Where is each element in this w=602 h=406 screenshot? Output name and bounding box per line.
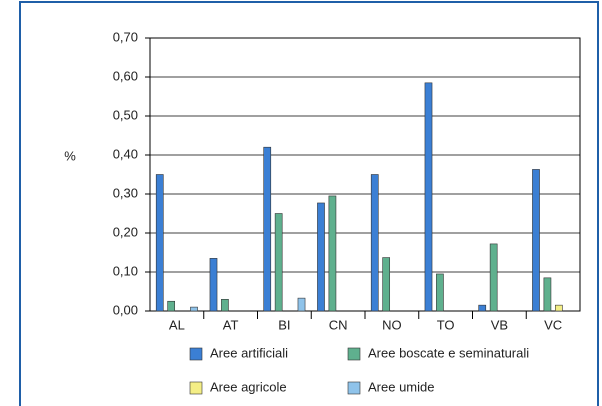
bar (297, 297, 306, 312)
bar (221, 298, 229, 312)
bar (370, 174, 379, 312)
legend-label: Aree agricole (210, 379, 287, 394)
y-tick-label: 0,60 (113, 68, 138, 83)
bar (382, 257, 391, 312)
x-tick-label: CN (329, 317, 348, 332)
bar (489, 243, 498, 312)
y-tick-label: 0,40 (113, 146, 138, 161)
bar (424, 82, 433, 312)
bar (190, 306, 198, 312)
y-tick-label: 0,20 (113, 224, 138, 239)
x-tick-label: VB (491, 317, 508, 332)
y-tick-label: 0,10 (113, 263, 138, 278)
legend-label: Aree umide (368, 379, 434, 394)
x-tick-label: AL (169, 317, 185, 332)
legend-label: Aree boscate e seminaturali (368, 345, 529, 360)
legend-swatch (347, 347, 361, 361)
bar (478, 304, 487, 312)
bar (532, 169, 540, 312)
bar (554, 304, 563, 312)
x-tick-label: TO (437, 317, 455, 332)
y-tick-label: 0,50 (113, 107, 138, 122)
legend-swatch (347, 381, 361, 395)
bar (155, 174, 164, 312)
bar (167, 300, 176, 312)
y-tick-label: 0,00 (113, 302, 138, 317)
x-tick-label: NO (382, 317, 402, 332)
x-tick-label: VC (544, 317, 562, 332)
bar (263, 146, 272, 312)
bar (274, 213, 283, 312)
plot-area (149, 37, 581, 312)
bar (436, 273, 444, 312)
bar (209, 258, 218, 312)
legend-swatch (189, 381, 203, 395)
x-tick-label: AT (223, 317, 239, 332)
y-axis-label: % (64, 148, 76, 163)
x-tick-label: BI (278, 317, 290, 332)
y-tick-label: 0,70 (113, 29, 138, 44)
bar (317, 202, 325, 312)
bar (328, 195, 337, 312)
legend-swatch (189, 347, 203, 361)
y-tick-label: 0,30 (113, 185, 138, 200)
legend-label: Aree artificiali (210, 345, 288, 360)
bar (543, 277, 552, 312)
